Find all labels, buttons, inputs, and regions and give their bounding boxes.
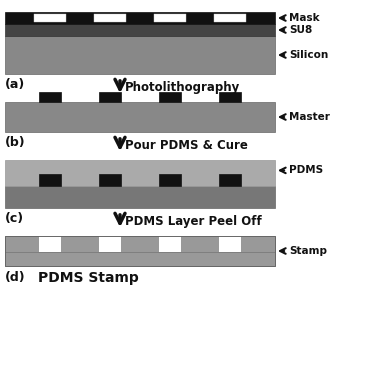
Bar xyxy=(5,160,275,186)
Text: PDMS Stamp: PDMS Stamp xyxy=(38,271,139,285)
Bar xyxy=(219,174,241,186)
Text: Pour PDMS & Cure: Pour PDMS & Cure xyxy=(125,138,248,151)
Bar xyxy=(5,186,275,208)
Bar xyxy=(94,14,126,22)
Bar xyxy=(5,36,275,74)
Bar xyxy=(34,14,66,22)
Bar xyxy=(219,92,241,102)
Bar xyxy=(5,252,275,266)
Bar xyxy=(5,236,275,266)
Text: Mask: Mask xyxy=(289,13,319,23)
Text: PDMS Layer Peel Off: PDMS Layer Peel Off xyxy=(125,214,262,228)
Bar xyxy=(99,92,121,102)
Bar xyxy=(214,14,246,22)
Text: (d): (d) xyxy=(5,271,26,284)
Bar xyxy=(39,92,61,102)
Bar xyxy=(219,236,241,252)
Bar xyxy=(99,174,121,186)
Bar xyxy=(99,236,121,252)
Bar xyxy=(5,102,275,132)
Text: Master: Master xyxy=(289,112,330,122)
Text: Silicon: Silicon xyxy=(289,50,328,60)
Bar xyxy=(39,174,61,186)
Text: (b): (b) xyxy=(5,136,26,149)
Bar xyxy=(159,174,181,186)
Bar xyxy=(5,236,275,252)
Text: SU8: SU8 xyxy=(289,25,312,35)
Bar xyxy=(159,236,181,252)
Text: (a): (a) xyxy=(5,78,25,91)
Bar xyxy=(5,12,275,24)
Text: PDMS: PDMS xyxy=(289,165,323,175)
Text: (c): (c) xyxy=(5,212,24,225)
Text: Stamp: Stamp xyxy=(289,246,327,256)
Bar xyxy=(159,92,181,102)
Bar xyxy=(5,24,275,36)
Text: Photolithography: Photolithography xyxy=(125,81,240,93)
Bar xyxy=(39,236,61,252)
Bar xyxy=(154,14,186,22)
